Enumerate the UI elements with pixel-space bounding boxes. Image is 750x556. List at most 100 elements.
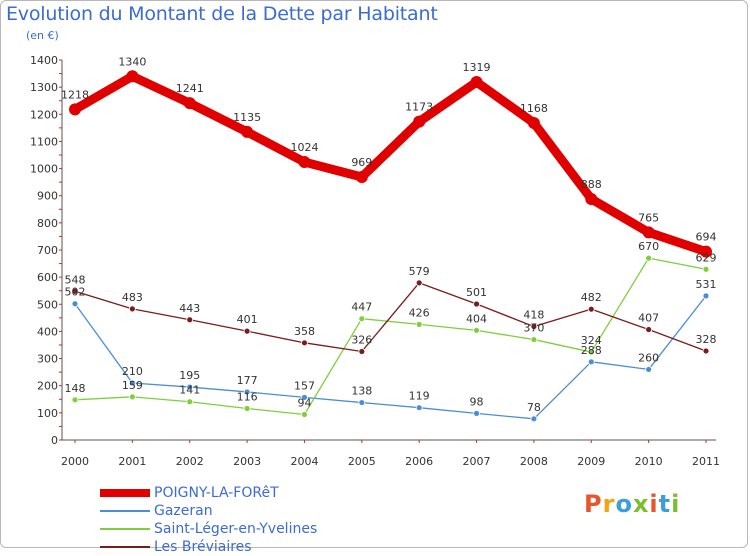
data-label: 1218 bbox=[61, 88, 89, 101]
data-point bbox=[473, 409, 480, 417]
data-point bbox=[642, 226, 655, 239]
y-tick-label: 800 bbox=[37, 217, 58, 230]
data-point bbox=[702, 265, 710, 273]
data-label: 765 bbox=[638, 211, 659, 224]
y-tick-label: 400 bbox=[37, 325, 58, 338]
data-label: 482 bbox=[581, 291, 602, 304]
data-label: 1024 bbox=[290, 141, 318, 154]
x-tick-label: 2007 bbox=[463, 455, 491, 468]
data-point bbox=[183, 97, 196, 110]
data-label: 1340 bbox=[118, 55, 146, 68]
data-point bbox=[645, 366, 653, 373]
y-tick-label: 900 bbox=[37, 190, 58, 203]
data-point bbox=[301, 393, 308, 401]
series-line-3 bbox=[74, 282, 707, 353]
y-tick-label: 100 bbox=[37, 407, 58, 420]
data-label: 579 bbox=[409, 265, 430, 278]
data-label: 119 bbox=[409, 390, 430, 403]
data-label: 888 bbox=[581, 178, 602, 191]
data-label: 501 bbox=[466, 286, 487, 299]
data-point bbox=[587, 348, 595, 356]
data-label: 94 bbox=[297, 396, 311, 409]
data-label: 288 bbox=[581, 344, 602, 357]
series-line-1 bbox=[74, 295, 707, 420]
data-point bbox=[186, 398, 194, 406]
y-tick-label: 1200 bbox=[30, 108, 58, 121]
x-tick-label: 2009 bbox=[577, 455, 605, 468]
data-point bbox=[415, 320, 423, 328]
data-point bbox=[527, 116, 540, 129]
data-point bbox=[71, 300, 79, 308]
data-label: 78 bbox=[527, 401, 541, 414]
data-label: 447 bbox=[351, 301, 372, 314]
data-point bbox=[587, 305, 595, 313]
data-label: 1168 bbox=[520, 102, 548, 115]
data-point bbox=[186, 316, 194, 324]
data-label: 1241 bbox=[176, 82, 204, 95]
y-tick-label: 200 bbox=[37, 380, 58, 393]
legend-swatch bbox=[100, 528, 150, 530]
data-label: 324 bbox=[581, 334, 602, 347]
data-point bbox=[530, 323, 538, 330]
data-point bbox=[530, 415, 538, 423]
legend-label: Gazeran bbox=[154, 503, 213, 519]
y-tick-label: 300 bbox=[37, 353, 58, 366]
data-label: 969 bbox=[351, 156, 372, 169]
series-line-2 bbox=[74, 257, 707, 416]
data-point bbox=[71, 287, 79, 295]
data-point bbox=[301, 339, 308, 347]
x-tick-label: 2001 bbox=[118, 455, 146, 468]
legend-swatch bbox=[100, 510, 150, 512]
data-point bbox=[355, 170, 368, 183]
data-label: 157 bbox=[294, 379, 315, 392]
legend-label: POIGNY-LA-FORêT bbox=[154, 485, 279, 501]
x-tick-label: 2003 bbox=[233, 455, 261, 468]
x-tick-label: 2000 bbox=[61, 455, 89, 468]
data-label: 328 bbox=[696, 333, 717, 346]
legend-label: Saint-Léger-en-Yvelines bbox=[154, 521, 318, 537]
x-tick-label: 2004 bbox=[290, 455, 318, 468]
x-tick-label: 2006 bbox=[405, 455, 433, 468]
data-label: 326 bbox=[351, 334, 372, 347]
data-label: 358 bbox=[294, 325, 315, 338]
data-label: 260 bbox=[638, 351, 659, 364]
data-point bbox=[301, 411, 308, 418]
data-label: 502 bbox=[65, 286, 86, 299]
y-tick-label: 500 bbox=[37, 298, 58, 311]
data-point bbox=[645, 326, 653, 333]
data-label: 443 bbox=[179, 302, 200, 315]
proxiti-logo: Proxiti bbox=[584, 490, 681, 518]
y-tick-label: 1300 bbox=[30, 81, 58, 94]
x-tick-label: 2010 bbox=[635, 455, 663, 468]
data-point bbox=[415, 404, 423, 412]
data-point bbox=[530, 336, 538, 343]
data-label: 629 bbox=[696, 251, 717, 264]
data-point bbox=[186, 383, 194, 391]
data-point bbox=[702, 292, 710, 300]
data-label: 210 bbox=[122, 365, 143, 378]
data-label: 1319 bbox=[463, 61, 491, 74]
data-point bbox=[126, 70, 139, 83]
data-label: 1173 bbox=[405, 101, 433, 114]
data-point bbox=[128, 379, 136, 387]
data-point bbox=[71, 396, 79, 404]
data-label: 141 bbox=[179, 384, 200, 397]
data-label: 138 bbox=[351, 385, 372, 398]
data-point bbox=[69, 103, 81, 116]
data-label: 483 bbox=[122, 291, 143, 304]
data-label: 418 bbox=[523, 309, 544, 322]
data-point bbox=[415, 279, 423, 287]
data-point bbox=[473, 326, 480, 334]
data-point bbox=[585, 192, 598, 205]
legend-swatch bbox=[100, 546, 150, 548]
line-chart: 0 100 200 300 400 500 600 700 800 900 1000 1100 1200… bbox=[30, 54, 720, 468]
data-point bbox=[702, 347, 710, 355]
data-label: 548 bbox=[65, 273, 86, 286]
data-point bbox=[587, 358, 595, 366]
x-tick-label: 2011 bbox=[692, 455, 720, 468]
data-label: 177 bbox=[237, 374, 258, 387]
y-tick-label: 1000 bbox=[30, 163, 58, 176]
data-point bbox=[128, 393, 136, 401]
data-point bbox=[473, 300, 480, 308]
